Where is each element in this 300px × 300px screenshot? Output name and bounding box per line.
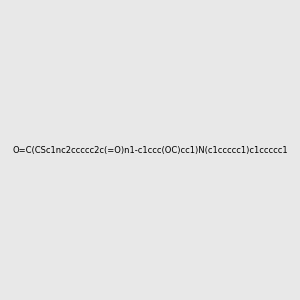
Text: O=C(CSc1nc2ccccc2c(=O)n1-c1ccc(OC)cc1)N(c1ccccc1)c1ccccc1: O=C(CSc1nc2ccccc2c(=O)n1-c1ccc(OC)cc1)N(… <box>12 146 288 154</box>
